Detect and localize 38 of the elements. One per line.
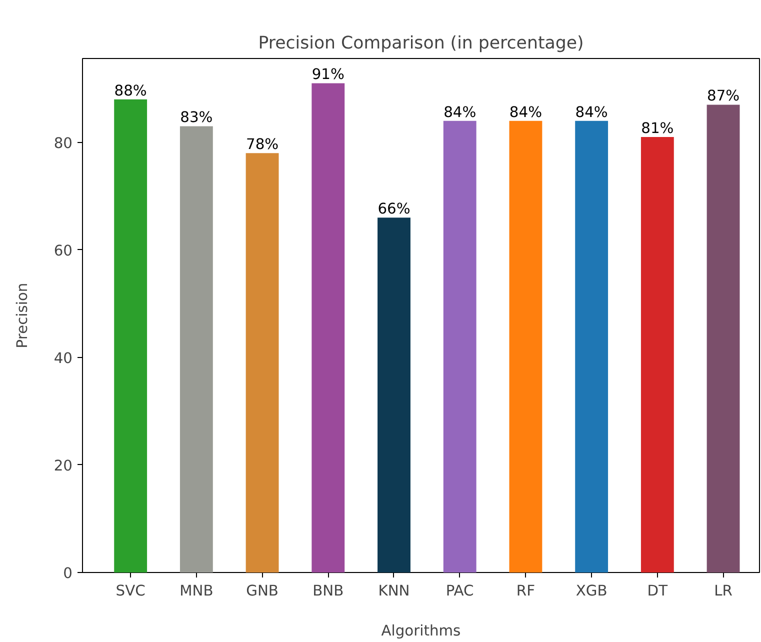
bar [640,137,674,572]
y-tick-label: 80 [54,134,73,152]
x-axis-title: Algorithms [381,622,461,640]
x-tick-label: LR [714,582,732,600]
x-tick-label: DT [647,582,668,600]
data-label: 84% [575,104,608,121]
x-tick-label: SVC [116,582,146,600]
x-tick-label: BNB [312,582,344,600]
y-axis-title: Precision [14,282,31,348]
bar [180,126,213,572]
y-tick-label: 0 [63,565,73,582]
data-label: 84% [509,104,542,121]
bar [378,218,410,572]
x-tick-label: PAC [446,582,474,600]
data-label: 78% [246,136,279,154]
y-tick-label: 60 [54,242,73,260]
x-tick-label: KNN [378,582,410,600]
data-label: 88% [114,82,147,100]
y-tick-label: 40 [54,350,73,367]
y-tick-label: 20 [54,457,73,474]
x-tick-label: RF [516,582,536,600]
data-label: 84% [444,104,476,121]
data-label: 87% [706,88,740,105]
bar [246,153,279,572]
data-label: 66% [378,200,410,218]
bar [509,120,542,572]
bar [114,99,148,572]
chart-title: Precision Comparison (in percentage) [258,34,584,54]
x-tick-label: MNB [180,582,214,600]
bar [443,120,476,572]
bar [575,120,608,572]
data-label: 81% [641,120,674,137]
bar [706,104,740,572]
data-label: 91% [312,66,345,84]
x-tick-label: XGB [576,582,608,600]
bar [312,83,345,572]
x-tick-label: GNB [246,582,278,600]
data-label: 83% [180,109,213,126]
